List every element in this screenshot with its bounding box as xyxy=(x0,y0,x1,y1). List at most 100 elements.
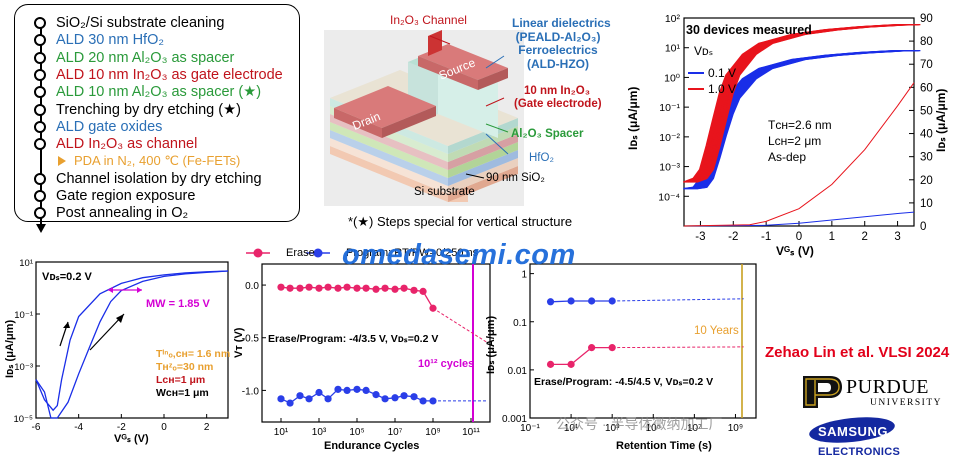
retention-point xyxy=(588,344,596,352)
fe-param-tin2o3: Tᴵⁿₒ,ᴄʜ= 1.6 nm xyxy=(156,348,231,360)
endurance-x-tick-label: 10⁹ xyxy=(425,427,440,438)
endurance-point xyxy=(315,284,323,292)
retention-point xyxy=(588,297,596,305)
fe-x-tick-label: 0 xyxy=(161,422,167,433)
process-step: ALD gate oxides xyxy=(34,118,162,136)
transfer-y-tick-label: 10⁻⁴ xyxy=(658,191,680,203)
retention-y-ticks: 1 0.1 0.01 0.001 xyxy=(502,270,534,425)
endurance-point xyxy=(372,391,380,399)
process-step-label: Channel isolation by dry etching xyxy=(56,170,262,187)
endurance-point xyxy=(410,393,418,401)
watermark-wechat: 公众号 · 半导体微纳加工厂 xyxy=(556,416,723,432)
endurance-point xyxy=(419,397,427,405)
fe-mw: MW = 1.85 V xyxy=(146,298,210,310)
endurance-y-ticks: 0.0 -0.5 -1.0 xyxy=(242,281,266,397)
legend-swatch-blue xyxy=(688,72,704,74)
transfer-xlabel: Vᴳₛ (V) xyxy=(776,244,814,258)
endurance-point xyxy=(372,285,380,293)
endurance-point xyxy=(400,284,408,292)
endurance-point xyxy=(362,284,370,292)
process-step-label: PDA in N₂, 400 ℃ (Fe-FETs) xyxy=(74,153,241,169)
label-hfo2: HfO₂ xyxy=(529,152,554,164)
endurance-point xyxy=(334,385,342,393)
transfer-x-tick-label: -1 xyxy=(761,231,771,243)
samsung-electronics: ELECTRONICS xyxy=(818,446,901,458)
endurance-point xyxy=(315,388,323,397)
endurance-point xyxy=(391,285,399,293)
retention-xlabel: Retention Time (s) xyxy=(616,440,712,452)
endurance-y-tick-label: 0.0 xyxy=(245,281,259,292)
purdue-p-icon xyxy=(803,376,842,408)
watermark-site: omedasemi.com xyxy=(342,239,576,271)
transfer-y2-tick-label: 80 xyxy=(920,36,933,48)
endurance-point xyxy=(305,283,313,291)
endurance-point xyxy=(286,284,294,292)
endurance-y-tick-label: -1.0 xyxy=(242,386,260,397)
endurance-point xyxy=(353,284,361,292)
label-dielectric-line2: (PEALD-Al₂O₃) xyxy=(515,29,601,44)
retention-extrapolation xyxy=(612,346,744,349)
transfer-x-tick-label: 3 xyxy=(894,231,900,243)
label-dielectric-line3: Ferroelectrics xyxy=(518,43,598,57)
fe-vds: Vᴅₛ=0.2 V xyxy=(42,271,92,283)
transfer-ylabel-left: Iᴅₛ (μA/μm) xyxy=(626,86,640,150)
fe-param-thzo: Tʜᶻₒ=30 nm xyxy=(156,361,214,373)
retention-extrapolation xyxy=(612,298,744,302)
retention-x-tick-label: 10⁻¹ xyxy=(520,423,540,434)
endurance-x-tick-label: 10¹¹ xyxy=(462,427,480,438)
endurance-point xyxy=(391,394,399,402)
circle-bullet-icon xyxy=(34,17,46,29)
endurance-point xyxy=(381,395,389,403)
process-step-label: ALD 10 nm Al₂O₃ as spacer (★) xyxy=(56,84,262,101)
transfer-linear-curve xyxy=(683,211,915,227)
endurance-x-ticks: 10¹ 10³ 10⁵ 10⁷ 10⁹ 10¹¹ xyxy=(274,418,481,438)
legend-item-01v: 0.1 V xyxy=(688,66,736,80)
retention-point xyxy=(546,360,555,368)
fe-curve-forward xyxy=(35,270,229,412)
purdue-logo xyxy=(800,374,844,415)
transfer-x-tick-label: -3 xyxy=(695,231,705,243)
fe-param-wch: Wᴄʜ=1 μm xyxy=(156,387,209,399)
retention-x-tick-label: 10³ xyxy=(605,423,620,434)
label-channel: In₂O₃ Channel xyxy=(390,13,467,27)
fe-curves xyxy=(35,270,229,419)
process-step-label: ALD 20 nm Al₂O₃ as spacer xyxy=(56,49,235,66)
label-dielectric-line1: Linear dielectrics xyxy=(512,16,611,30)
transfer-y2-tick-label: 70 xyxy=(920,59,933,71)
fe-y-tick-label: 10⁻¹ xyxy=(14,310,33,321)
process-step: Gate region exposure xyxy=(34,187,195,205)
transfer-y-tick-label: 10² xyxy=(665,13,681,25)
endurance-x-tick-label: 10⁷ xyxy=(388,427,403,438)
transfer-log-curve xyxy=(696,23,921,183)
legend-label-01v: 0.1 V xyxy=(708,66,737,80)
endurance-point xyxy=(353,385,361,393)
transfer-ylabel-right: Iᴅₛ (μA/μm) xyxy=(934,88,948,152)
endurance-point xyxy=(324,283,332,291)
transfer-linear-curve xyxy=(683,82,915,227)
endurance-cycles: 10¹² cycles xyxy=(418,358,475,370)
transfer-x-tick-label: 2 xyxy=(862,231,868,243)
retention-point xyxy=(546,298,555,306)
transfer-x-tick-label: 1 xyxy=(829,231,835,243)
retention-x-tick-label: 10⁷ xyxy=(687,423,702,434)
transfer-y-ticks: 10² 10¹ 10⁰ 10⁻¹ 10⁻² 10⁻³ 10⁻⁴ xyxy=(658,13,689,203)
fe-x-tick-label: 2 xyxy=(204,422,210,433)
process-step-label: ALD In₂O₃ as channel xyxy=(56,136,198,153)
endurance-point xyxy=(362,386,370,394)
fe-ylabel: Iᴅₛ (μA/μm) xyxy=(4,319,16,378)
retention-point xyxy=(608,297,616,305)
retention-ten-years: 10 Years xyxy=(694,325,739,337)
process-flow-panel xyxy=(14,4,300,222)
retention-condition: Erase/Program: -4.5/4.5 V, Vᴅₛ=0.2 V xyxy=(534,376,714,388)
process-step-label: ALD gate oxides xyxy=(56,118,163,135)
fe-y-tick-label: 10¹ xyxy=(19,258,33,269)
legend-item-10v: 1.0 V xyxy=(688,82,736,96)
endurance-condition: Erase/Program: -4/3.5 V, Vᴅₛ=0.2 V xyxy=(268,333,439,345)
retention-y-tick-label: 0.01 xyxy=(508,366,528,377)
endurance-point xyxy=(400,392,408,400)
transfer-y-tick-label: 10⁻² xyxy=(659,132,680,144)
endurance-point xyxy=(324,395,332,403)
fe-y-ticks: 10¹ 10⁻¹ 10⁻³ 10⁻⁵ xyxy=(13,258,40,425)
process-step: ALD 10 nm Al₂O₃ as spacer (★) xyxy=(34,83,261,101)
label-substrate: Si substrate xyxy=(414,186,475,198)
